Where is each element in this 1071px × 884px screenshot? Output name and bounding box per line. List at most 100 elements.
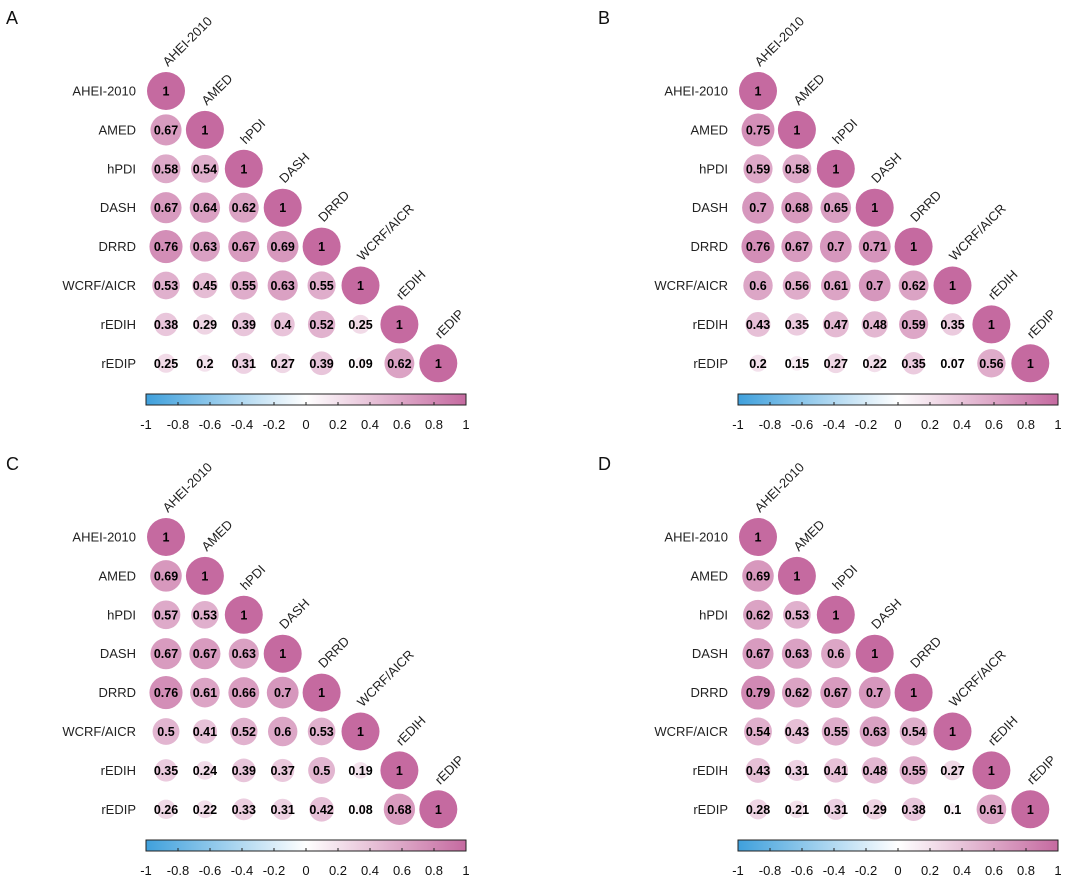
correlation-value: 0.63 xyxy=(863,725,887,739)
correlation-value: 0.43 xyxy=(785,725,809,739)
correlation-value: 0.27 xyxy=(940,764,964,778)
colorbar-tick-label: 1 xyxy=(1054,863,1061,878)
correlation-circle xyxy=(267,270,298,301)
colorbar: -1 -0.8 -0.6 -0.4 -0.2 0 0.2 0.4 0.6 0.8 1 xyxy=(140,393,470,432)
correlation-value: 1 xyxy=(793,569,800,583)
correlation-value: 0.76 xyxy=(154,686,178,700)
correlation-circle xyxy=(228,231,260,263)
correlation-circle xyxy=(147,518,185,556)
column-label: DASH xyxy=(868,596,904,632)
correlation-value: 0.31 xyxy=(824,803,848,817)
correlation-circle xyxy=(859,716,890,747)
correlation-circle xyxy=(825,798,847,820)
correlation-value: 0.7 xyxy=(866,279,883,293)
correlation-circle xyxy=(341,266,380,305)
colorbar-tick-label: 0.4 xyxy=(361,863,379,878)
correlation-value: 0.62 xyxy=(901,279,925,293)
correlation-value: 1 xyxy=(396,764,403,778)
column-label: DRRD xyxy=(315,634,352,671)
correlation-circle xyxy=(354,357,367,370)
panel-letter: C xyxy=(6,454,19,474)
correlation-circle xyxy=(861,311,888,338)
correlation-circle xyxy=(192,719,218,744)
correlation-circle xyxy=(152,718,180,745)
correlation-circle xyxy=(232,798,255,821)
correlation-circle xyxy=(933,266,972,305)
correlation-value: 1 xyxy=(871,201,878,215)
correlation-value: 0.6 xyxy=(749,279,766,293)
correlation-circle xyxy=(230,717,258,746)
correlation-value: 0.5 xyxy=(157,725,174,739)
colorbar-tick-label: 1 xyxy=(462,863,469,878)
correlation-value: 0.29 xyxy=(863,803,887,817)
correlation-value: 0.56 xyxy=(785,279,809,293)
correlation-circle xyxy=(739,518,777,556)
colorbar-tick-label: 0.6 xyxy=(985,863,1003,878)
correlation-value: 0.43 xyxy=(746,764,770,778)
row-label: DRRD xyxy=(98,239,136,254)
colorbar-tick-label: -0.4 xyxy=(231,417,253,432)
correlation-circle xyxy=(898,270,929,301)
row-label: DASH xyxy=(100,200,136,215)
correlation-circle xyxy=(152,271,180,300)
correlation-circle xyxy=(185,556,224,595)
correlation-circle xyxy=(228,677,260,709)
correlation-value: 0.55 xyxy=(309,279,333,293)
correlation-value: 0.67 xyxy=(154,647,178,661)
correlation-value: 0.64 xyxy=(193,201,217,215)
correlation-circle xyxy=(1011,790,1050,829)
colorbar-tick-label: -0.2 xyxy=(855,417,877,432)
correlation-circle xyxy=(156,799,176,819)
correlation-circle xyxy=(855,188,894,227)
correlation-value: 0.27 xyxy=(824,357,848,371)
row-label: DASH xyxy=(100,646,136,661)
correlation-value: 0.53 xyxy=(154,279,178,293)
colorbar: -1 -0.8 -0.6 -0.4 -0.2 0 0.2 0.4 0.6 0.8 1 xyxy=(732,393,1062,432)
colorbar-tick-label: -0.8 xyxy=(167,863,189,878)
colorbar-tick-label: 0.8 xyxy=(1017,863,1035,878)
correlation-value: 1 xyxy=(435,803,442,817)
correlation-circle xyxy=(745,757,771,783)
row-label: AHEI-2010 xyxy=(72,84,136,99)
correlation-value: 0.71 xyxy=(863,240,887,254)
correlation-circle xyxy=(741,230,775,264)
correlation-circle xyxy=(972,305,1011,344)
correlation-value: 1 xyxy=(910,686,917,700)
correlation-circle xyxy=(899,756,928,785)
correlation-value: 0.54 xyxy=(901,725,925,739)
panel-letter: B xyxy=(598,8,610,28)
colorbar-tick-label: -1 xyxy=(140,863,152,878)
correlation-value: 1 xyxy=(755,531,762,545)
column-label: DRRD xyxy=(907,188,944,225)
correlation-circle xyxy=(855,634,894,673)
correlation-circle xyxy=(309,351,334,376)
correlation-circle xyxy=(941,313,964,336)
correlation-circle xyxy=(195,761,215,780)
correlation-circle xyxy=(151,154,181,184)
correlation-circle xyxy=(419,344,458,383)
correlation-value: 0.28 xyxy=(746,803,770,817)
correlation-circle xyxy=(263,634,302,673)
correlation-circle xyxy=(270,312,295,337)
correlation-circle xyxy=(816,595,855,634)
row-label: WCRF/AICR xyxy=(654,724,728,739)
correlation-value: 1 xyxy=(949,725,956,739)
correlation-circle xyxy=(816,149,855,188)
correlation-circle xyxy=(156,353,176,373)
row-label: WCRF/AICR xyxy=(62,278,136,293)
correlation-circle xyxy=(743,270,773,301)
panel-B: BAHEI-2010AHEI-2010AMEDAMEDhPDIhPDIDASHD… xyxy=(598,8,1062,432)
correlation-value: 0.31 xyxy=(232,357,256,371)
correlation-value: 0.35 xyxy=(785,318,809,332)
correlation-circle xyxy=(749,354,767,372)
column-label: hPDI xyxy=(829,116,860,147)
correlation-circle xyxy=(154,759,178,782)
correlation-value: 0.6 xyxy=(274,725,291,739)
colorbar-tick-label: 0 xyxy=(302,417,309,432)
column-label: WCRF/AICR xyxy=(354,201,417,264)
correlation-value: 1 xyxy=(279,647,286,661)
correlation-circle xyxy=(784,719,810,744)
correlation-value: 0.42 xyxy=(309,803,333,817)
colorbar-tick-label: -0.6 xyxy=(791,863,813,878)
correlation-circle xyxy=(354,803,367,816)
